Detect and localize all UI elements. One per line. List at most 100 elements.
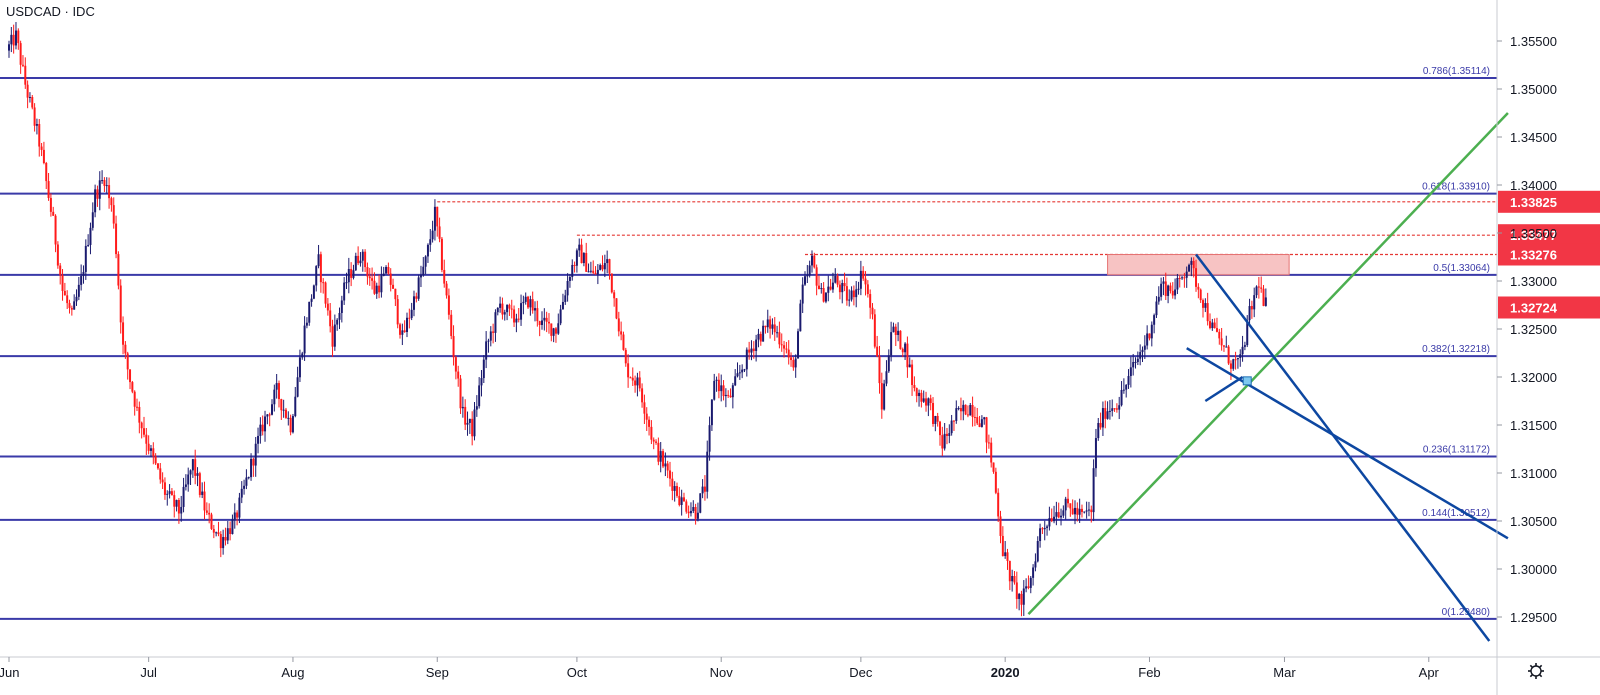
candle-body [845, 286, 848, 301]
candle-body [1178, 277, 1181, 279]
candle-body [822, 288, 825, 302]
candle-body [208, 512, 211, 515]
candle-body [1143, 345, 1146, 350]
candle-body [473, 409, 476, 437]
candle-body [603, 263, 606, 270]
candle-body [862, 270, 865, 279]
candle-body [63, 290, 66, 296]
candle-body [820, 288, 823, 290]
gear-tooth [1529, 673, 1534, 678]
candle-body [594, 272, 597, 275]
candle-body [813, 255, 816, 268]
candle-body [266, 414, 269, 417]
candle-body [10, 34, 13, 45]
candle-body [645, 413, 648, 420]
candle-body [312, 285, 315, 299]
candle-body [1253, 295, 1256, 310]
candle-body [252, 458, 255, 466]
candle-body [745, 349, 748, 370]
candle-body [878, 356, 881, 384]
candle-body [636, 377, 639, 386]
y-tick-label: 1.33500 [1510, 226, 1557, 241]
candle-body [1020, 593, 1023, 605]
candle-body [378, 285, 381, 293]
candle-body [294, 396, 297, 417]
candle-body [687, 511, 690, 514]
candle-body [291, 416, 294, 433]
candle-body [925, 398, 928, 406]
candle-body [1062, 510, 1065, 516]
candle-body [1122, 389, 1125, 391]
candle-body [350, 268, 353, 278]
candle-body [298, 357, 301, 378]
candle-body [124, 344, 127, 354]
candle-body [70, 307, 73, 310]
candle-body [24, 65, 27, 85]
candle-body [471, 418, 474, 437]
candle-body [1174, 289, 1177, 296]
candle-body [557, 323, 560, 334]
candle-body [212, 528, 215, 533]
candle-body [89, 227, 92, 245]
candle-body [729, 395, 732, 398]
candle-body [622, 334, 625, 350]
candle-body [531, 299, 534, 311]
candle-body [1215, 328, 1218, 332]
candle-body [142, 428, 145, 435]
candle-body [1076, 507, 1079, 515]
candle-body [303, 325, 306, 354]
candle-body [403, 330, 406, 333]
candle-body [401, 330, 404, 335]
candle-body [250, 458, 253, 478]
candle-body [156, 463, 159, 469]
candle-body [149, 448, 152, 451]
candle-body [191, 459, 194, 471]
settings-gear-icon[interactable] [1528, 663, 1544, 679]
candle-body [305, 322, 308, 326]
candle-body [382, 273, 385, 276]
candle-body [1069, 503, 1072, 509]
candle-body [184, 484, 187, 487]
candle-body [1181, 277, 1184, 279]
candle-body [517, 318, 520, 320]
candle-body [999, 516, 1002, 536]
candle-body [713, 380, 716, 400]
candle-body [1176, 277, 1179, 290]
candle-body [673, 486, 676, 491]
candle-body [962, 404, 965, 412]
candle-body [657, 442, 660, 462]
candle-body [410, 309, 413, 318]
candle-body [210, 514, 213, 529]
candle-body [804, 276, 807, 285]
candle-body [385, 266, 388, 274]
candle-body [743, 369, 746, 371]
y-tick-label: 1.34500 [1510, 130, 1557, 145]
candle-body [357, 255, 360, 264]
candle-body [703, 486, 706, 492]
trendline [1027, 112, 1509, 615]
candle-body [817, 285, 820, 290]
candle-body [375, 285, 378, 294]
candle-body [19, 43, 22, 65]
candle-body [368, 276, 371, 279]
candle-body [1155, 301, 1158, 316]
candle-body [182, 486, 185, 507]
fib-level-label: 0(1.29480) [1442, 607, 1490, 618]
candle-body [1085, 510, 1088, 512]
candle-body [615, 298, 618, 319]
candle-body [1039, 528, 1042, 542]
candle-body [1171, 290, 1174, 296]
candle-body [338, 312, 341, 320]
candle-body [94, 189, 97, 213]
candle-body [38, 124, 41, 147]
candle-body [489, 331, 492, 341]
candle-body [855, 289, 858, 298]
candle-body [482, 359, 485, 379]
candle-body [45, 163, 48, 182]
candle-body [908, 364, 911, 368]
candle-body [764, 325, 767, 328]
candle-body [776, 332, 779, 334]
candle-body [122, 322, 125, 345]
candle-body [406, 317, 409, 333]
candle-body [308, 301, 311, 323]
